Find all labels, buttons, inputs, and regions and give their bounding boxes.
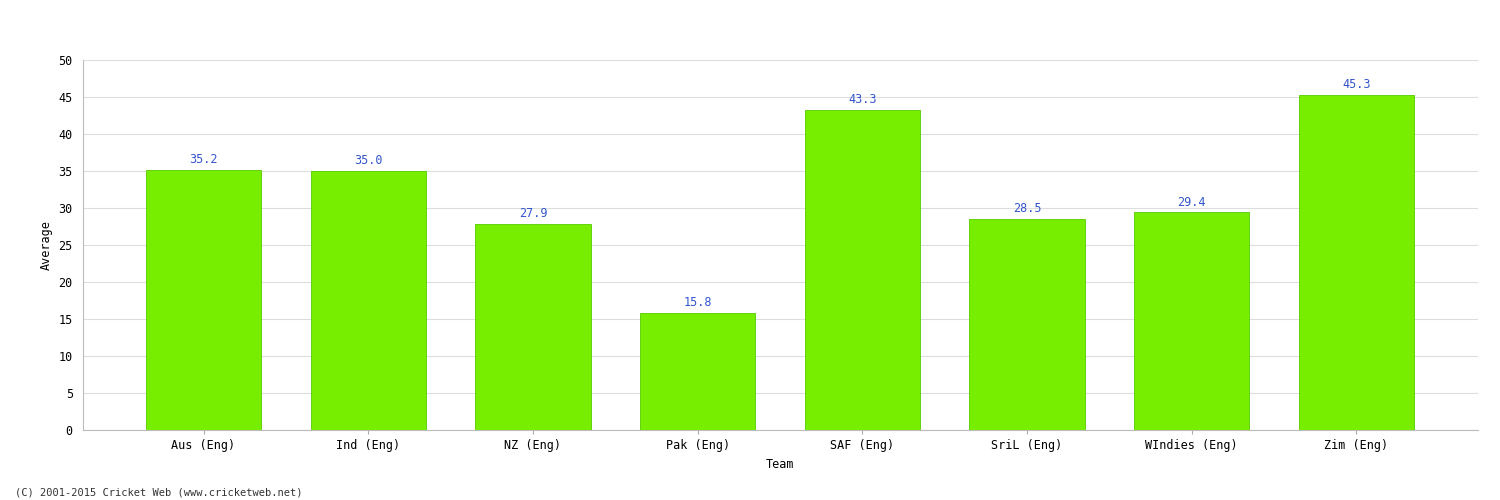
Bar [969, 219, 1084, 430]
Text: 29.4: 29.4 [1178, 196, 1206, 208]
Text: 43.3: 43.3 [847, 93, 876, 106]
Bar [146, 170, 261, 430]
Bar [310, 171, 426, 430]
Bar [640, 313, 756, 430]
Text: (C) 2001-2015 Cricket Web (www.cricketweb.net): (C) 2001-2015 Cricket Web (www.cricketwe… [15, 488, 303, 498]
Text: 28.5: 28.5 [1013, 202, 1041, 215]
Text: 15.8: 15.8 [684, 296, 712, 310]
Text: 35.0: 35.0 [354, 154, 382, 168]
X-axis label: Team: Team [765, 458, 795, 470]
Bar [804, 110, 920, 430]
Bar [1299, 95, 1414, 430]
Bar [1134, 212, 1250, 430]
Y-axis label: Average: Average [40, 220, 53, 270]
Bar [476, 224, 591, 430]
Text: 45.3: 45.3 [1342, 78, 1371, 91]
Text: 27.9: 27.9 [519, 207, 548, 220]
Text: 35.2: 35.2 [189, 153, 217, 166]
